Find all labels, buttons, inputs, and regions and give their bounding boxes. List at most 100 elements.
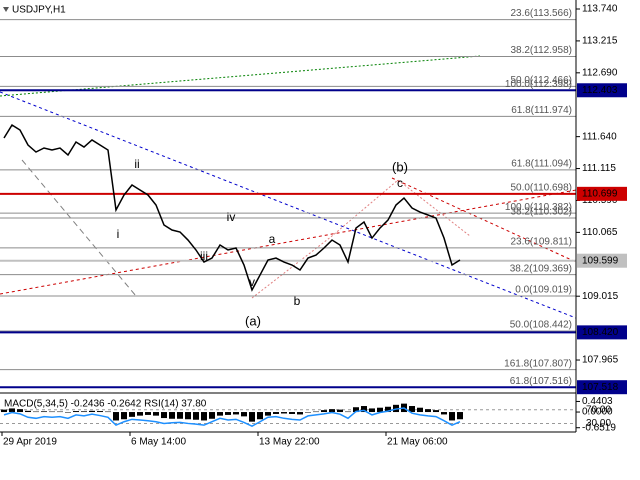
macd-bar	[81, 411, 87, 413]
indicator-title: MACD(5,34,5) -0.2436 -0.2642 RSI(14) 37.…	[4, 399, 207, 410]
wave-label: a	[269, 232, 276, 246]
macd-bar	[49, 411, 55, 413]
macd-bar	[25, 410, 31, 413]
price-label: 108.420	[582, 327, 619, 338]
macd-bar	[409, 406, 415, 413]
macd-bar	[41, 411, 47, 413]
macd-bar	[113, 412, 119, 421]
fib-label: 0.0(109.019)	[515, 285, 572, 296]
macd-bar	[257, 412, 263, 420]
macd-bar	[193, 412, 199, 420]
macd-bar	[457, 412, 463, 420]
x-tick-label: 6 May 14:00	[131, 437, 186, 448]
macd-bar	[137, 412, 143, 416]
fib-label: 161.8(107.807)	[504, 358, 572, 369]
macd-bar	[1, 409, 7, 413]
fib-label: 61.8(111.094)	[511, 158, 572, 169]
fib-label: 23.6(113.566)	[510, 8, 572, 19]
macd-bar	[281, 412, 287, 414]
macd-bar	[441, 412, 447, 415]
macd-bar	[9, 408, 15, 413]
y-tick-label: 0.0000	[582, 407, 613, 418]
price-label-box	[577, 83, 627, 98]
macd-bar	[73, 411, 79, 413]
macd-bar	[361, 406, 367, 413]
price-label: 107.518	[582, 382, 619, 393]
fib-label: 38.2(110.302)	[510, 207, 572, 218]
y-tick-label: 111.640	[582, 131, 617, 142]
main-panel: 23.6(113.566)38.2(112.958)50.0(112.466)1…	[0, 8, 577, 389]
price-label: 112.403	[582, 85, 618, 96]
trend-line	[0, 189, 577, 295]
fib-label: 50.0(110.698)	[510, 183, 572, 194]
macd-bar	[17, 409, 23, 413]
macd-bar	[313, 411, 319, 413]
wave-label: v	[249, 275, 255, 289]
price-label-box	[577, 186, 627, 201]
macd-bar	[337, 409, 343, 413]
macd-bar	[369, 408, 375, 413]
macd-bar	[433, 410, 439, 413]
macd-bar	[249, 412, 255, 422]
macd-bar	[145, 412, 151, 415]
macd-bar	[201, 412, 207, 421]
chart-title: USDJPY,H1	[12, 5, 66, 16]
macd-bar	[153, 412, 159, 416]
y-tick-label: 107.965	[582, 355, 619, 366]
price-line-series	[3, 123, 461, 292]
macd-bar	[89, 410, 95, 413]
wave-label: b	[294, 294, 301, 308]
wave-label: iv	[227, 210, 236, 224]
wave-label: (b)	[392, 159, 408, 174]
trend-line	[0, 91, 577, 319]
macd-bar	[97, 411, 103, 413]
wave-label: iii	[200, 249, 208, 263]
fib-label: 100.0(112.398)	[505, 79, 572, 90]
macd-bar	[177, 412, 183, 419]
macd-bar	[289, 412, 295, 414]
macd-bar	[449, 412, 455, 421]
macd-bar	[121, 412, 127, 420]
macd-bar	[345, 411, 351, 413]
wave-label: (a)	[245, 313, 261, 328]
price-label: 110.699	[582, 188, 618, 199]
macd-bar	[129, 412, 135, 417]
wave-label: ii	[134, 157, 139, 171]
x-tick-label: 29 Apr 2019	[3, 437, 57, 448]
fib-label: 61.8(107.516)	[510, 376, 572, 387]
indicator-panel	[0, 403, 576, 428]
fib-label: 23.6(109.811)	[510, 236, 572, 247]
fib-label: 50.0(112.466)	[510, 75, 572, 86]
macd-bar	[217, 412, 223, 416]
macd-bar	[161, 412, 167, 419]
macd-bar	[169, 412, 175, 419]
price-label-box	[577, 325, 627, 340]
y-tick-label: 111.115	[582, 163, 616, 174]
macd-bar	[385, 406, 391, 413]
macd-bar	[305, 412, 311, 413]
fib-label: 38.2(112.958)	[510, 45, 572, 56]
rsi-tick-label: 30.00	[586, 418, 611, 429]
fib-label: 38.2(109.369)	[510, 263, 572, 274]
macd-bar	[33, 411, 39, 413]
symbol-icon	[3, 7, 9, 12]
macd-bar	[265, 412, 271, 416]
price-label: 109.599	[582, 255, 619, 266]
price-label-box	[577, 380, 627, 395]
y-tick-label: -0.6519	[582, 422, 616, 433]
price-label-box	[577, 253, 627, 268]
macd-bar	[185, 412, 191, 420]
macd-bar	[209, 412, 215, 419]
wave-label: c	[397, 176, 403, 190]
y-tick-label: 113.740	[582, 4, 618, 15]
macd-bar	[57, 411, 63, 413]
fib-label: 50.0(108.442)	[510, 320, 572, 331]
fib-label: 100.0(110.382)	[505, 202, 572, 213]
macd-bar	[377, 407, 383, 413]
macd-bar	[417, 407, 423, 413]
macd-bar	[233, 412, 239, 415]
macd-bar	[105, 411, 111, 413]
